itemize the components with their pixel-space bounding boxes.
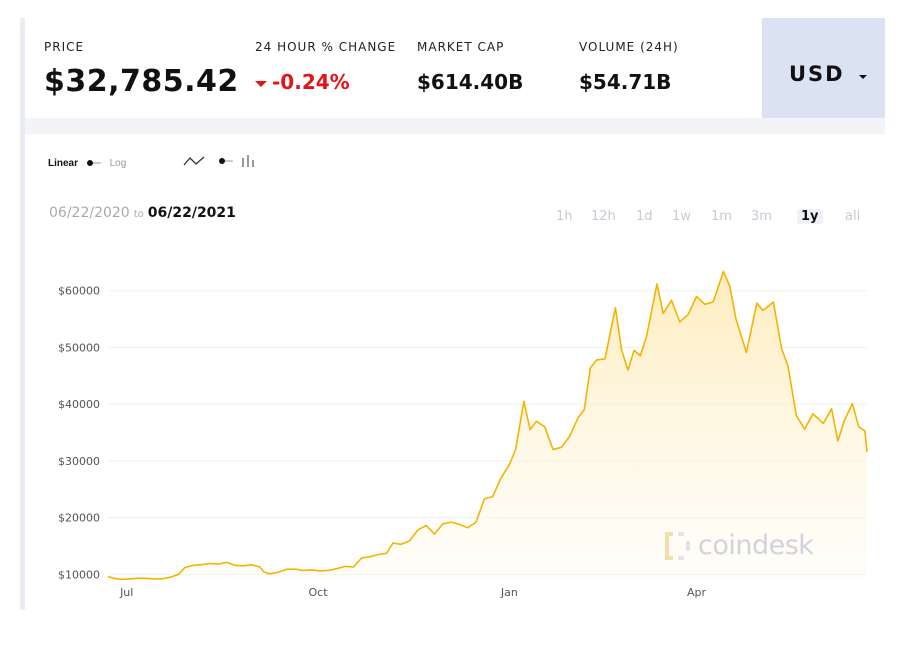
axis-labels: $10000 $20000 $30000 $40000 $50000 $60000 Jul O…: [58, 285, 706, 599]
scale-switch[interactable]: [86, 160, 101, 167]
coindesk-logo-icon: [665, 531, 690, 560]
range-all[interactable]: all: [845, 209, 861, 224]
scale-log-label[interactable]: Log: [109, 158, 127, 169]
chart-type-toggle[interactable]: [183, 152, 255, 170]
stats-bar: PRICE $32,785.42 24 HOUR % CHANGE -0.24%…: [25, 18, 762, 118]
date-to: 06/22/2021: [147, 205, 236, 221]
bar-chart-icon[interactable]: [241, 154, 255, 168]
range-selector: 1h 12h 1d 1w 1m 3m 1y all: [553, 209, 873, 229]
y-tick-label: $10000: [58, 568, 100, 581]
y-tick-label: $60000: [58, 285, 100, 298]
date-range: 06/22/2020 to 06/22/2021: [49, 205, 236, 221]
change-label: 24 HOUR % CHANGE: [255, 40, 397, 54]
range-1y[interactable]: 1y: [797, 209, 823, 224]
range-1h[interactable]: 1h: [556, 209, 573, 224]
y-tick-label: $40000: [58, 398, 100, 411]
price-value: $32,785.42: [44, 64, 239, 99]
currency-selector[interactable]: USD: [762, 18, 885, 118]
scale-linear-label[interactable]: Linear: [48, 158, 79, 169]
y-tick-label: $50000: [58, 341, 100, 354]
volume-stat: VOLUME (24H) $54.71B: [579, 40, 679, 94]
watermark-text: coindesk: [698, 530, 814, 561]
market-cap-value: $614.40B: [417, 70, 524, 94]
coindesk-watermark: coindesk: [664, 530, 814, 561]
chart-type-switch[interactable]: [219, 158, 233, 164]
x-tick-label: Jan: [500, 586, 518, 599]
x-tick-label: Apr: [687, 586, 707, 599]
range-12h[interactable]: 12h: [591, 209, 616, 224]
range-3m[interactable]: 3m: [751, 209, 772, 224]
market-cap-stat: MARKET CAP $614.40B: [417, 40, 523, 94]
volume-label: VOLUME (24H): [579, 40, 679, 54]
change-stat: 24 HOUR % CHANGE -0.24%: [255, 40, 396, 94]
scale-toggle[interactable]: Linear Log: [48, 158, 126, 169]
change-value: -0.24%: [272, 70, 350, 94]
price-line: [107, 270, 868, 581]
range-1d[interactable]: 1d: [636, 209, 653, 224]
range-1w[interactable]: 1w: [672, 209, 691, 224]
line-chart-icon[interactable]: [183, 155, 205, 167]
x-tick-label: Jul: [119, 586, 133, 599]
currency-label: USD: [789, 62, 845, 86]
volume-value: $54.71B: [579, 70, 672, 94]
range-1m[interactable]: 1m: [711, 209, 732, 224]
left-accent-rule: [20, 18, 25, 610]
price-area: [108, 271, 867, 580]
y-tick-label: $30000: [58, 455, 100, 468]
date-from: 06/22/2020: [49, 205, 130, 221]
date-to-word: to: [133, 209, 144, 220]
section-separator: [25, 118, 885, 134]
price-stat: PRICE $32,785.42: [44, 40, 239, 99]
change-value-wrap: -0.24%: [255, 70, 396, 94]
down-caret-icon: [255, 80, 267, 87]
market-cap-label: MARKET CAP: [417, 40, 505, 54]
x-tick-label: Oct: [309, 586, 329, 599]
chevron-down-icon: [859, 75, 867, 79]
price-label: PRICE: [44, 40, 85, 54]
y-tick-label: $20000: [58, 512, 100, 525]
